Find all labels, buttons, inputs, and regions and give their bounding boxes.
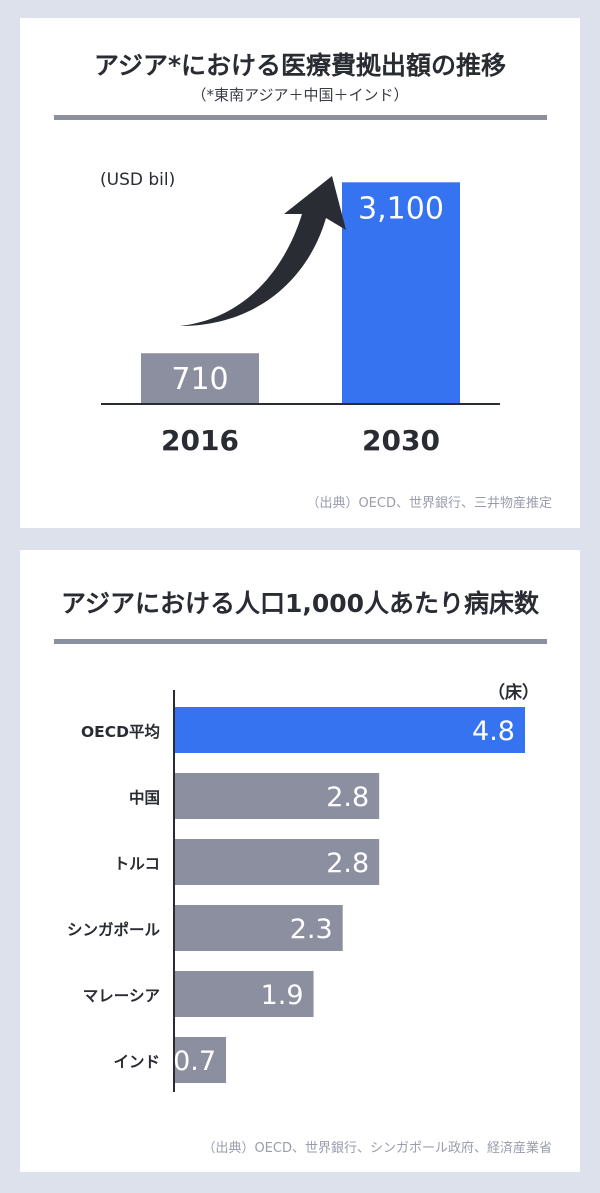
chart2-divider: [54, 639, 547, 644]
y-tick-label: OECD平均: [80, 723, 160, 741]
bar-value-label: 3,100: [358, 191, 444, 226]
chart1-source: （出典）OECD、世界銀行、三井物産推定: [306, 496, 552, 511]
chart1-plot: 710 2016 3,100 2030: [101, 176, 500, 457]
hospital-beds-panel: アジアにおける人口1,000人あたり病床数 （床） OECD平均中国トルコシンガ…: [20, 550, 580, 1172]
bar-2016: [141, 353, 259, 404]
bar-value-label: 4.8: [472, 716, 515, 747]
bar-value-label: 2.8: [326, 848, 369, 879]
y-tick-label: 中国: [128, 789, 160, 807]
healthcare-spending-panel: アジア*における医療費拠出額の推移 （*東南アジア＋中国＋インド） (USD b…: [20, 18, 580, 528]
bar-OECD平均: [175, 707, 525, 753]
y-tick-label: トルコ: [113, 855, 160, 873]
y-tick-label: インド: [113, 1053, 160, 1071]
bar-シンガポール: [175, 905, 343, 951]
chart1-unit-label: (USD bil): [100, 170, 176, 190]
chart2-plot: 4.8 2.8 2.8 2.3 1.9 0.7: [173, 690, 525, 1092]
chart1-subtitle: （*東南アジア＋中国＋インド）: [191, 86, 409, 104]
bar-value-label: 2.8: [326, 782, 369, 813]
bar-トルコ: [175, 839, 380, 885]
bar-value-label: 710: [171, 362, 228, 397]
chart1-divider: [54, 115, 547, 120]
bar-value-label: 0.7: [173, 1046, 216, 1077]
bar-2030: [342, 182, 460, 404]
chart2-title: アジアにおける人口1,000人あたり病床数: [60, 589, 540, 618]
y-tick-label: シンガポール: [66, 921, 160, 939]
chart2-unit-label: （床）: [488, 683, 539, 703]
bar-value-label: 1.9: [261, 980, 304, 1011]
bar-value-label: 2.3: [290, 914, 333, 945]
growth-arrow-icon: [180, 176, 346, 326]
chart2-source: （出典）OECD、世界銀行、シンガポール政府、経済産業省: [202, 1141, 552, 1156]
x-tick-label: 2016: [161, 424, 239, 457]
bar-インド: [175, 1037, 227, 1083]
x-tick-label: 2030: [362, 424, 440, 457]
y-tick-label: マレーシア: [82, 987, 160, 1005]
chart1-title: アジア*における医療費拠出額の推移: [93, 51, 507, 80]
bar-中国: [175, 773, 380, 819]
bar-マレーシア: [175, 971, 314, 1017]
